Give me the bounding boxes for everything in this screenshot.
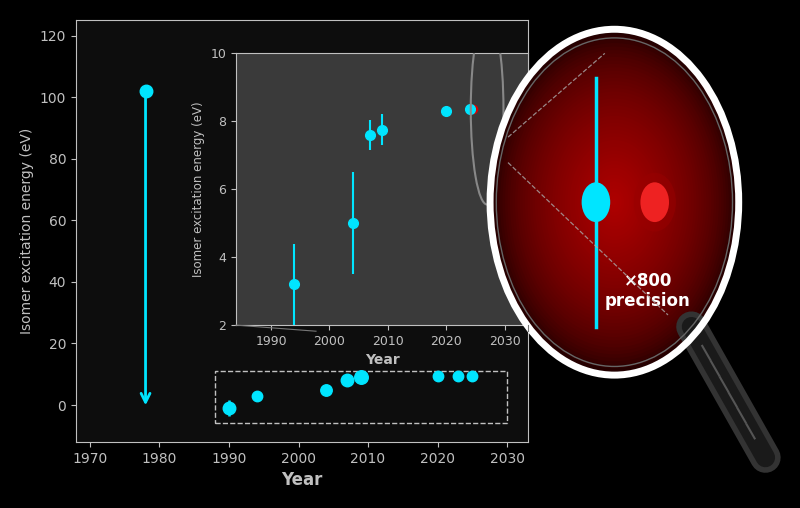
Ellipse shape (520, 71, 709, 334)
Ellipse shape (592, 171, 637, 233)
Ellipse shape (574, 147, 654, 258)
X-axis label: Year: Year (365, 354, 399, 367)
Ellipse shape (522, 74, 706, 330)
Ellipse shape (579, 154, 650, 250)
Ellipse shape (562, 130, 666, 275)
Y-axis label: Isomer excitation energy (eV): Isomer excitation energy (eV) (20, 128, 34, 334)
Ellipse shape (540, 99, 689, 306)
Ellipse shape (599, 181, 630, 223)
Circle shape (582, 182, 610, 222)
Ellipse shape (505, 50, 724, 355)
Ellipse shape (532, 88, 697, 316)
Ellipse shape (513, 60, 716, 344)
Ellipse shape (570, 140, 659, 265)
Ellipse shape (547, 109, 682, 296)
Ellipse shape (585, 161, 644, 244)
Ellipse shape (550, 112, 679, 292)
Ellipse shape (498, 40, 731, 365)
Ellipse shape (607, 192, 622, 212)
Ellipse shape (558, 122, 671, 282)
Ellipse shape (605, 188, 624, 216)
Ellipse shape (490, 29, 738, 375)
Ellipse shape (590, 168, 639, 237)
Ellipse shape (594, 175, 634, 230)
Ellipse shape (542, 102, 686, 302)
Ellipse shape (597, 178, 632, 227)
Text: ×800
precision: ×800 precision (605, 272, 691, 310)
Ellipse shape (560, 126, 669, 278)
Circle shape (641, 182, 669, 222)
Ellipse shape (572, 143, 657, 261)
Ellipse shape (552, 116, 677, 289)
Circle shape (634, 173, 676, 232)
Ellipse shape (493, 33, 736, 372)
Ellipse shape (535, 91, 694, 313)
Ellipse shape (610, 195, 619, 209)
Ellipse shape (577, 150, 652, 254)
Ellipse shape (527, 81, 702, 323)
Ellipse shape (502, 47, 726, 358)
X-axis label: Year: Year (282, 471, 322, 489)
Ellipse shape (518, 67, 711, 337)
Ellipse shape (538, 95, 691, 309)
Ellipse shape (510, 57, 719, 347)
Ellipse shape (587, 164, 642, 240)
Ellipse shape (495, 36, 734, 368)
Ellipse shape (582, 157, 646, 247)
Ellipse shape (567, 137, 662, 268)
Y-axis label: Isomer excitation energy (eV): Isomer excitation energy (eV) (192, 102, 205, 277)
Ellipse shape (515, 64, 714, 340)
Ellipse shape (554, 119, 674, 285)
Ellipse shape (602, 185, 627, 219)
Ellipse shape (565, 133, 664, 271)
Ellipse shape (500, 43, 729, 361)
Ellipse shape (612, 199, 617, 206)
Bar (215, 371, 507, 424)
Ellipse shape (545, 105, 684, 299)
Ellipse shape (507, 53, 722, 351)
Ellipse shape (525, 78, 704, 327)
Ellipse shape (530, 85, 699, 320)
